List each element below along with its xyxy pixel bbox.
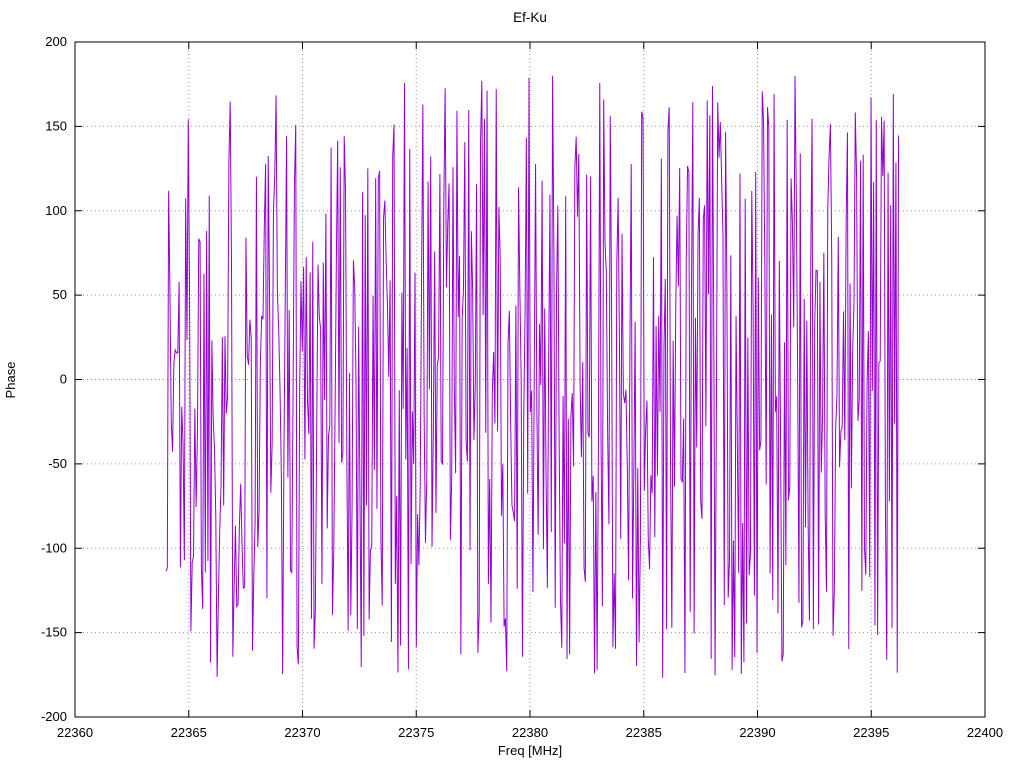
x-tick-label: 22375: [398, 725, 434, 740]
y-tick-label: -50: [48, 456, 67, 471]
x-tick-label: 22400: [967, 725, 1003, 740]
y-axis-label: Phase: [3, 362, 18, 399]
phase-series-line: [165, 75, 900, 678]
y-tick-label: -200: [41, 709, 67, 724]
x-tick-label: 22380: [512, 725, 548, 740]
x-tick-label: 22370: [284, 725, 320, 740]
y-tick-label: -100: [41, 540, 67, 555]
x-axis-label: Freq [MHz]: [498, 743, 562, 758]
x-tick-label: 22365: [171, 725, 207, 740]
y-tick-label: -150: [41, 625, 67, 640]
y-tick-label: 50: [53, 287, 67, 302]
chart-title: Ef-Ku: [513, 10, 547, 25]
tick-labels: 22360 22365 22370 22375 22380 22385 22390 22395…: [41, 34, 1003, 740]
y-tick-label: 200: [45, 34, 67, 49]
x-tick-label: 22360: [57, 725, 93, 740]
plot-border: [74, 41, 986, 718]
x-tick-label: 22385: [626, 725, 662, 740]
y-tick-label: 0: [60, 372, 67, 387]
x-tick-label: 22395: [853, 725, 889, 740]
y-tick-label: 100: [45, 203, 67, 218]
y-tick-label: 150: [45, 118, 67, 133]
x-tick-label: 22390: [739, 725, 775, 740]
